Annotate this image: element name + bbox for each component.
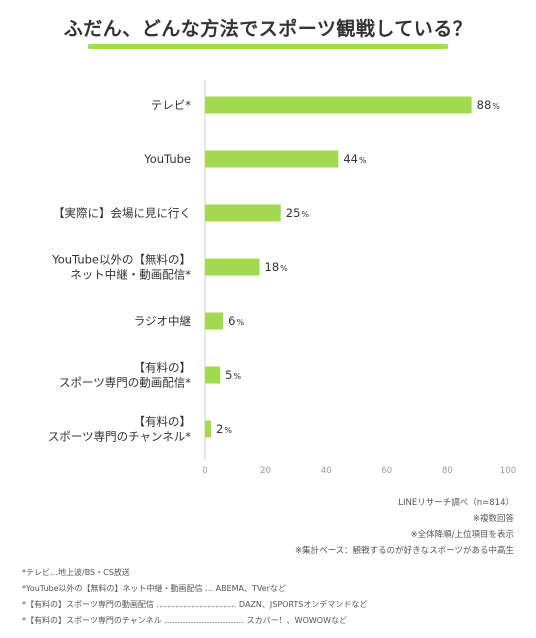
footnote-tv: *テレビ…地上波/BS・CS放送 xyxy=(22,568,130,577)
category-label: 【実際に】会場に見に行く xyxy=(53,206,191,220)
source-notes: LINEリサーチ調べ（n=814） ※複数回答 ※全体降順/上位項目を表示 ※集… xyxy=(295,495,514,559)
data-label: 2% xyxy=(216,422,232,436)
category-label: YouTube以外の【無料の】ネット中継・動画配信* xyxy=(51,253,191,282)
data-label: 5% xyxy=(225,368,241,382)
note-order: ※全体降順/上位項目を表示 xyxy=(410,530,515,540)
x-tick-label: 20 xyxy=(260,466,271,476)
x-tick-label: 40 xyxy=(321,466,332,476)
note-source: LINEリサーチ調べ（n=814） xyxy=(398,498,514,508)
bar-chart: テレビ* 88% YouTube 44% 【実際に】会場に見に行く 25% YouTube以… xyxy=(48,80,516,476)
bar xyxy=(205,204,281,222)
note-multiple: ※複数回答 xyxy=(472,514,514,524)
bar xyxy=(205,150,339,168)
note-base: ※集計ベース：観戦するのが好きなスポーツがある中高生 xyxy=(294,546,514,556)
data-label: 88% xyxy=(477,98,501,112)
bar xyxy=(205,258,260,276)
data-label: 6% xyxy=(228,314,244,328)
category-label: 【有料の】スポーツ専門の動画配信* xyxy=(59,361,191,390)
chart-title: ふだん、どんな方法でスポーツ観戦している？ xyxy=(63,18,473,40)
data-label: 18% xyxy=(265,260,289,274)
x-tick-label: 80 xyxy=(442,466,453,476)
x-tick-label: 60 xyxy=(381,466,392,476)
data-label: 25% xyxy=(286,206,310,220)
footnotes: *テレビ…地上波/BS・CS放送 *YouTube以外の【無料の】ネット中継・動… xyxy=(22,565,367,629)
footnote-paid-streaming: *【有料の】スポーツ専門の動画配信 ………………………… DAZN、JSPORT… xyxy=(22,600,368,609)
footnote-free-streaming: *YouTube以外の【無料の】ネット中継・動画配信 … ABEMA、TVerな… xyxy=(22,584,286,593)
category-label: ラジオ中継 xyxy=(134,314,192,328)
data-label: 44% xyxy=(343,152,367,166)
x-tick-label: 0 xyxy=(202,466,207,476)
bar xyxy=(205,312,224,330)
bar xyxy=(205,366,221,384)
title-underline xyxy=(88,44,448,49)
bar xyxy=(205,96,472,114)
bar xyxy=(205,420,212,438)
footnote-paid-channel: *【有料の】スポーツ専門のチャンネル ………………………… スカパー！、WOWO… xyxy=(22,616,348,625)
x-tick-label: 100 xyxy=(500,466,516,476)
category-label: テレビ* xyxy=(151,98,191,112)
category-label: YouTube xyxy=(143,152,191,166)
category-label: 【有料の】スポーツ専門のチャンネル* xyxy=(48,415,191,444)
